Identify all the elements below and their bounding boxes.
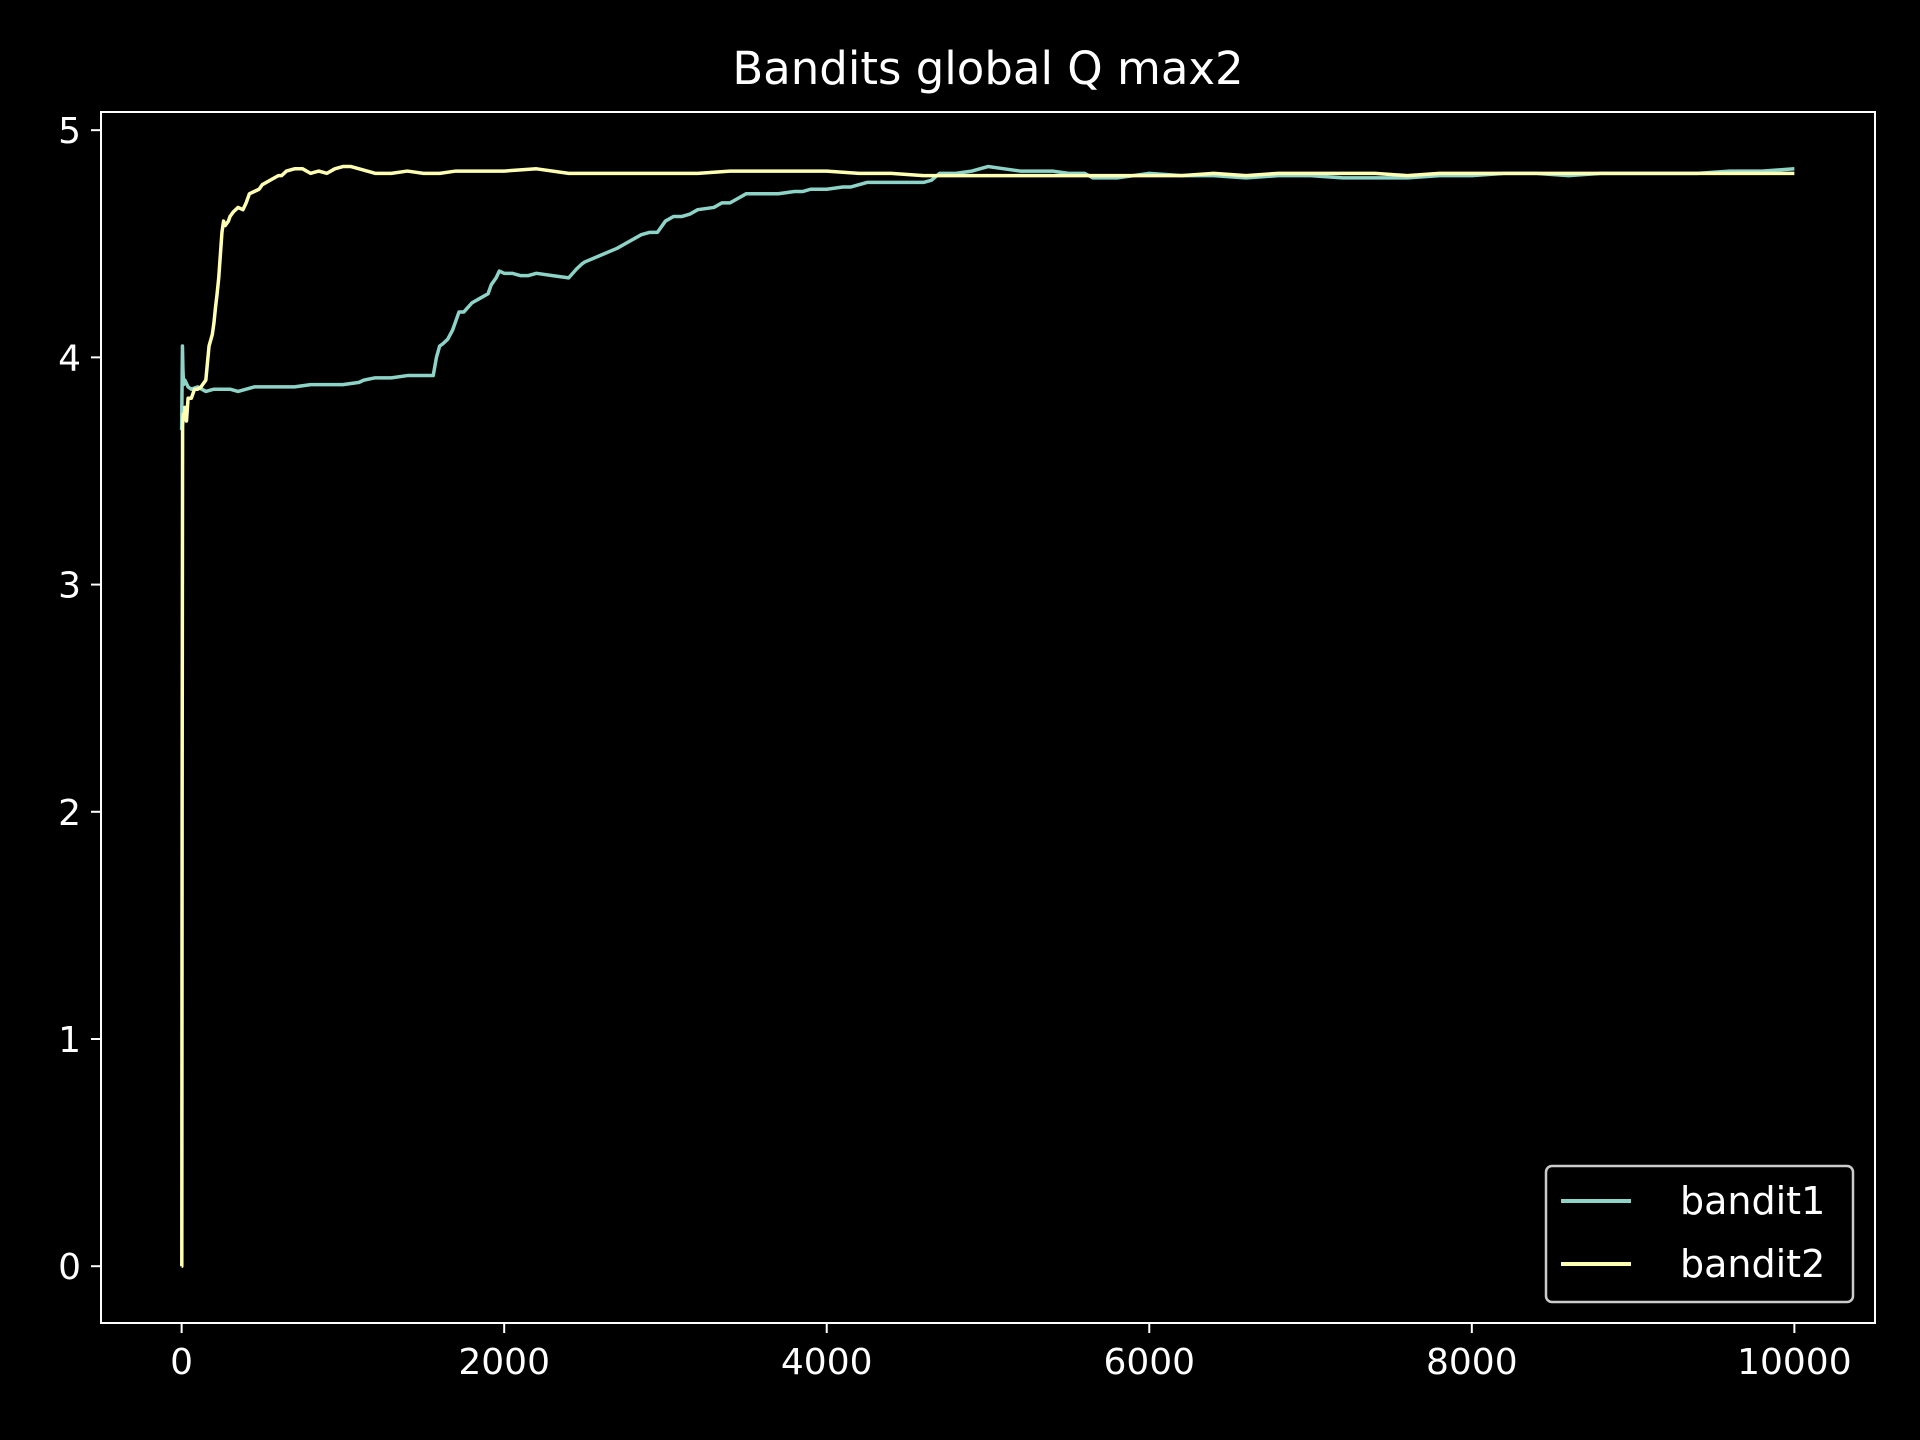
y-tick-label: 0: [58, 1247, 81, 1288]
y-tick-label: 5: [58, 111, 81, 152]
series-line-1: [179, 164, 1795, 431]
y-tick-label: 1: [58, 1020, 81, 1061]
x-tick-label: 0: [170, 1342, 193, 1383]
legend-label-1: bandit1: [1680, 1179, 1825, 1223]
legend-label-2: bandit2: [1680, 1242, 1825, 1286]
x-tick-label: 2000: [458, 1342, 550, 1383]
y-tick-label: 4: [58, 338, 81, 379]
x-tick-label: 10000: [1737, 1342, 1852, 1383]
y-tick-label: 3: [58, 566, 81, 607]
series-layer: [179, 164, 1795, 1268]
y-tick-label: 2: [58, 793, 81, 834]
legend: bandit1 bandit2: [1544, 1164, 1855, 1304]
series-line-2: [180, 164, 1795, 1268]
x-axis: 0 2000 4000 6000 8000 10000: [170, 1323, 1852, 1383]
chart-title: Bandits global Q max2: [732, 42, 1243, 95]
x-tick-label: 8000: [1426, 1342, 1518, 1383]
x-tick-label: 6000: [1103, 1342, 1195, 1383]
plot-frame: [100, 111, 1876, 1324]
x-tick-label: 4000: [781, 1342, 873, 1383]
y-axis: 0 1 2 3 4 5: [58, 111, 101, 1288]
